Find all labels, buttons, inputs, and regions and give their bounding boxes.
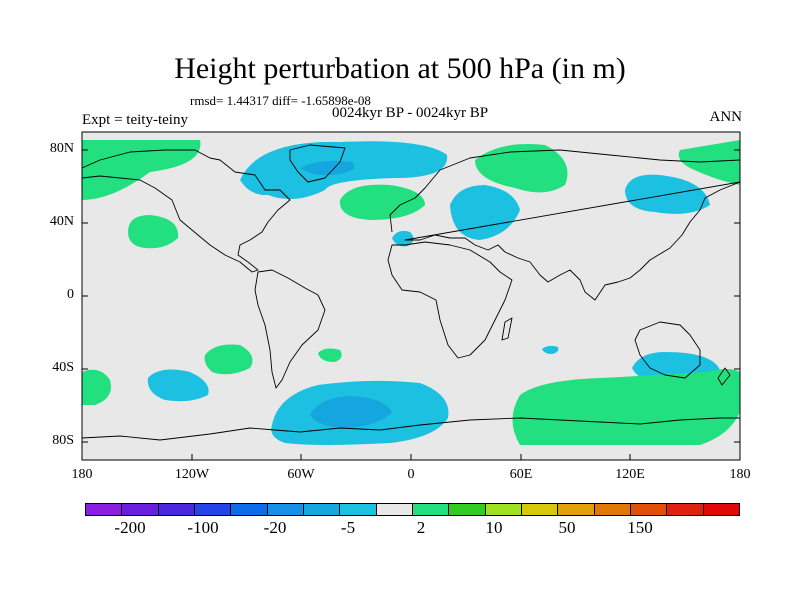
plot-title: Height perturbation at 500 hPa (in m) bbox=[174, 52, 626, 85]
colorbar-label: -20 bbox=[263, 518, 287, 537]
south-pacific-west-positive bbox=[82, 369, 111, 405]
south-pacific-negative bbox=[147, 369, 209, 402]
lat-label-0: 0 bbox=[67, 287, 74, 302]
indian-ocean-negative bbox=[542, 345, 559, 354]
period-subtitle: 0024kyr BP - 0024kyr BP bbox=[331, 105, 489, 121]
pacific-positive bbox=[128, 215, 179, 249]
colorbar-label: 50 bbox=[558, 518, 576, 537]
lon-label-60w: 60W bbox=[287, 467, 315, 482]
colorbar-label: 10 bbox=[485, 518, 503, 537]
colorbar-swatch bbox=[630, 504, 668, 515]
lat-label-40s: 40S bbox=[52, 360, 74, 375]
colorbar-swatch bbox=[485, 504, 522, 515]
colorbar-swatch bbox=[340, 504, 377, 515]
eurasia-coast bbox=[389, 149, 740, 301]
north-atlantic-core bbox=[300, 160, 355, 176]
arctic-pacific-positive bbox=[82, 140, 201, 200]
lon-label-120e: 120E bbox=[615, 467, 645, 482]
colorbar-label: -100 bbox=[187, 518, 219, 537]
colorbar-swatch bbox=[122, 504, 159, 515]
south-america-coast bbox=[254, 269, 326, 389]
antarctic-atlantic-core bbox=[310, 396, 392, 428]
coastlines bbox=[82, 144, 740, 441]
madagascar-coast bbox=[501, 317, 513, 341]
season-label: ANN bbox=[709, 109, 743, 125]
lon-label-180w: 180 bbox=[71, 467, 93, 482]
lon-label-60e: 60E bbox=[509, 467, 533, 482]
siberia-positive bbox=[475, 144, 568, 193]
colorbar-swatch bbox=[194, 504, 232, 515]
colorbar-swatch bbox=[86, 504, 123, 515]
anomaly-field bbox=[82, 140, 740, 445]
colorbar-swatch bbox=[303, 504, 341, 515]
atlantic-positive bbox=[339, 184, 425, 220]
colorbar-label: -5 bbox=[340, 518, 356, 537]
rmsd-stats: rmsd= 1.44317 diff= -1.65898e-08 bbox=[190, 93, 371, 108]
colorbar-swatch bbox=[521, 504, 559, 515]
north-america-coast bbox=[82, 149, 291, 273]
colorbar-swatch bbox=[412, 504, 450, 515]
colorbar-swatch bbox=[158, 504, 195, 515]
colorbar-swatch bbox=[231, 504, 268, 515]
lat-label-40n: 40N bbox=[49, 214, 74, 229]
colorbar-swatch bbox=[667, 504, 704, 515]
europe-negative bbox=[450, 185, 520, 240]
south-pacific-positive bbox=[204, 344, 253, 375]
australia-coast bbox=[634, 321, 701, 379]
colorbar-swatch bbox=[376, 504, 413, 515]
axis-ticks bbox=[81, 149, 741, 460]
colorbar-label: -200 bbox=[114, 518, 146, 537]
lon-label-120w: 120W bbox=[174, 467, 210, 482]
southern-ocean-positive bbox=[512, 369, 740, 445]
lat-label-80s: 80S bbox=[52, 433, 74, 448]
colorbar-label: 150 bbox=[627, 518, 653, 537]
colorbar bbox=[85, 503, 740, 516]
africa-coast bbox=[387, 241, 513, 359]
lon-label-0: 0 bbox=[407, 467, 415, 482]
experiment-label: Expt = teity-teiny bbox=[82, 112, 188, 128]
colorbar-swatch bbox=[449, 504, 486, 515]
new-zealand-coast bbox=[717, 367, 731, 386]
arctic-east-positive bbox=[678, 140, 740, 185]
colorbar-swatch bbox=[703, 504, 739, 515]
lat-label-80n: 80N bbox=[49, 141, 74, 156]
colorbar-label: 2 bbox=[416, 518, 426, 537]
iberia-negative bbox=[392, 230, 414, 247]
greenland-coast bbox=[289, 144, 346, 183]
south-atlantic-positive bbox=[318, 348, 342, 362]
colorbar-swatch bbox=[558, 504, 595, 515]
colorbar-swatch bbox=[594, 504, 631, 515]
colorbar-swatch bbox=[267, 504, 304, 515]
antarctica-coast bbox=[82, 417, 740, 441]
lon-label-180e: 180 bbox=[729, 467, 751, 482]
